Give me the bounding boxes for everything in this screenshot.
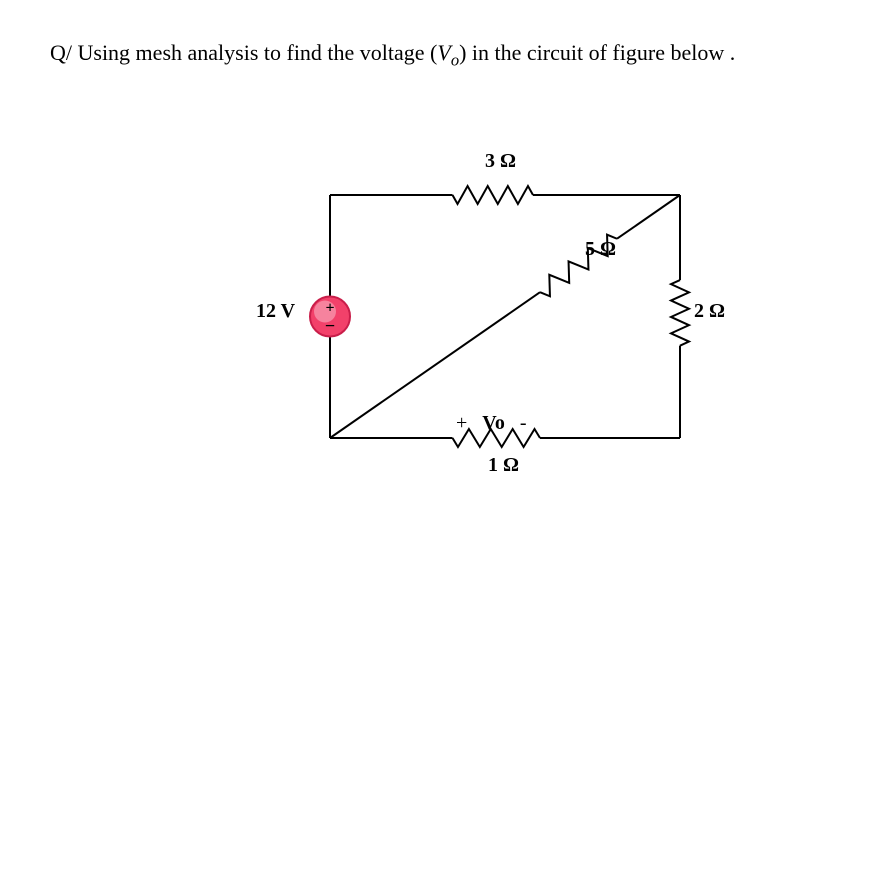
vo-name: Vo bbox=[482, 412, 505, 434]
svg-text:−: − bbox=[325, 316, 335, 336]
vo-plus: + bbox=[456, 412, 467, 434]
question-text: Q/ Using mesh analysis to find the volta… bbox=[50, 40, 827, 70]
question-body-1: Using mesh analysis to find the voltage … bbox=[78, 40, 438, 65]
r-diagonal-label: 5 Ω bbox=[585, 238, 616, 261]
svg-text:+: + bbox=[325, 300, 334, 317]
voltage-source-label: 12 V bbox=[256, 300, 295, 323]
question-sub: o bbox=[451, 50, 459, 69]
question-var: V bbox=[437, 40, 450, 65]
r-bottom-label: 1 Ω bbox=[488, 454, 519, 477]
vo-label: + Vo - bbox=[456, 412, 527, 435]
question-body-2: ) in the circuit of figure below . bbox=[459, 40, 735, 65]
r-right-label: 2 Ω bbox=[694, 300, 725, 323]
question-prefix: Q/ bbox=[50, 40, 78, 65]
r-top-label: 3 Ω bbox=[485, 150, 516, 173]
circuit-diagram: +− 12 V 3 Ω 5 Ω 2 Ω 1 Ω + Vo - bbox=[240, 140, 740, 490]
vo-minus: - bbox=[520, 412, 527, 434]
circuit-svg: +− bbox=[240, 140, 740, 490]
